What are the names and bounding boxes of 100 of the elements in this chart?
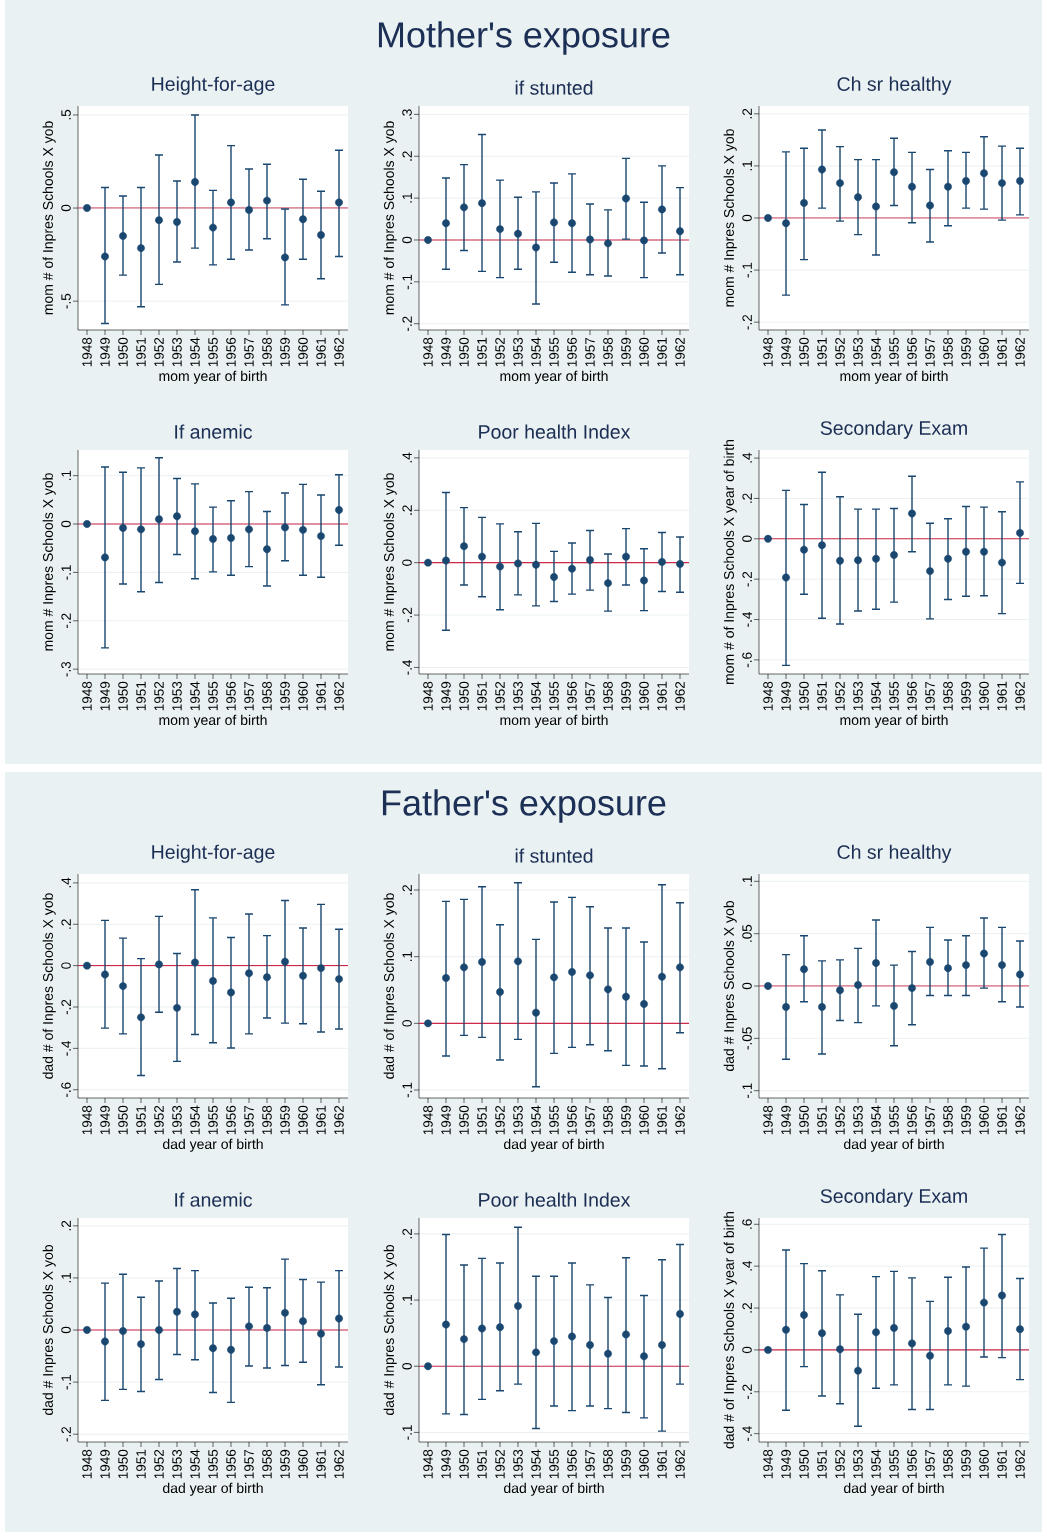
point (532, 243, 540, 252)
y-tick-label: -.1 (742, 1083, 752, 1098)
y-tick-label: .1 (61, 470, 71, 481)
x-axis-title: mom year of birth (500, 714, 608, 728)
point (155, 216, 163, 225)
x-axis-title: dad year of birth (504, 1482, 604, 1496)
point (155, 515, 163, 524)
x-axis-title: mom year of birth (159, 714, 267, 728)
y-tick-label: -.05 (742, 1027, 752, 1050)
point (227, 198, 235, 207)
x-tick-label: 1949 (781, 337, 791, 367)
point (101, 553, 109, 562)
x-axis-title: dad year of birth (504, 1138, 604, 1152)
point (622, 1330, 630, 1339)
chart-title: Secondary Exam (820, 420, 967, 439)
y-axis-title: mom # Inpres Schools X yob (383, 473, 397, 651)
x-tick-label: 1950 (459, 337, 469, 367)
point (658, 205, 666, 214)
y-tick-label: 0 (402, 236, 412, 244)
y-axis-title: mom # of Inpres Schools X yob (383, 121, 397, 315)
point (263, 973, 271, 982)
point (478, 552, 486, 561)
x-tick-label: 1959 (961, 1105, 971, 1135)
point (854, 193, 862, 202)
chart-title: Ch sr healthy (837, 76, 952, 95)
point (622, 992, 630, 1001)
x-tick-label: 1948 (423, 1449, 433, 1479)
point (101, 1337, 109, 1346)
x-tick-label: 1962 (334, 1105, 344, 1135)
x-tick-label: 1951 (477, 337, 487, 367)
x-tick-label: 1962 (334, 1449, 344, 1479)
x-tick-label: 1959 (280, 681, 290, 711)
x-tick-label: 1961 (997, 1105, 1007, 1135)
x-tick-label: 1950 (118, 681, 128, 711)
x-tick-label: 1950 (459, 681, 469, 711)
x-tick-label: 1955 (889, 1105, 899, 1135)
point (604, 985, 612, 994)
point (424, 1019, 432, 1028)
point (962, 961, 970, 969)
x-tick-label: 1956 (907, 1449, 917, 1479)
point (173, 218, 181, 226)
x-tick-label: 1960 (298, 1105, 308, 1135)
point (119, 1327, 127, 1335)
point (496, 562, 504, 571)
point (299, 525, 307, 534)
x-tick-label: 1954 (190, 1105, 200, 1135)
y-tick-label: -.1 (402, 274, 412, 290)
point (442, 556, 450, 565)
point (854, 556, 862, 565)
y-tick-label: -.2 (61, 613, 71, 629)
point (532, 1008, 540, 1017)
x-tick-label: 1954 (190, 1449, 200, 1479)
x-tick-label: 1950 (118, 1449, 128, 1479)
x-tick-label: 1948 (763, 337, 773, 367)
point (532, 1348, 540, 1357)
x-tick-label: 1952 (495, 1449, 505, 1479)
point (137, 244, 145, 252)
point (137, 1340, 145, 1348)
point (926, 567, 934, 575)
x-tick-label: 1954 (190, 337, 200, 367)
point (263, 196, 271, 205)
x-tick-label: 1961 (997, 681, 1007, 711)
x-tick-label: 1956 (907, 337, 917, 367)
point (800, 198, 808, 207)
x-tick-label: 1960 (979, 1105, 989, 1135)
point (550, 218, 558, 227)
point (155, 1326, 163, 1334)
x-tick-label: 1956 (226, 681, 236, 711)
text: Mother's exposure (378, 21, 670, 55)
x-tick-label: 1961 (657, 337, 667, 367)
chart-title: Height-for-age (152, 76, 275, 95)
y-tick-label: .1 (742, 160, 752, 171)
x-tick-label: 1955 (549, 681, 559, 711)
x-axis-title: dad year of birth (844, 1482, 944, 1496)
point (1016, 177, 1024, 185)
y-tick-label: .1 (402, 951, 412, 962)
x-tick-label: 1959 (621, 681, 631, 711)
x-tick-label: 1961 (316, 681, 326, 711)
point (245, 969, 253, 978)
y-tick-label: -.4 (61, 1040, 71, 1056)
x-tick-label: 1960 (298, 681, 308, 711)
y-tick-label: -.2 (402, 316, 412, 331)
x-tick-label: 1953 (853, 681, 863, 711)
y-axis-title: dad # Inpres Schools X yob (383, 1245, 397, 1416)
x-tick-label: 1952 (495, 337, 505, 367)
point (137, 525, 145, 534)
point (568, 219, 576, 228)
y-tick-label: -.2 (61, 1426, 71, 1442)
y-tick-label: 0 (61, 962, 71, 969)
x-tick-label: 1952 (154, 337, 164, 367)
point (944, 1327, 952, 1335)
x-tick-label: 1960 (298, 337, 308, 367)
point (335, 198, 343, 207)
point (496, 988, 504, 996)
point (676, 963, 684, 972)
x-tick-label: 1949 (441, 1449, 451, 1479)
x-tick-label: 1955 (208, 337, 218, 367)
x-tick-label: 1951 (136, 1449, 146, 1479)
point (568, 564, 576, 573)
point (227, 1345, 235, 1354)
